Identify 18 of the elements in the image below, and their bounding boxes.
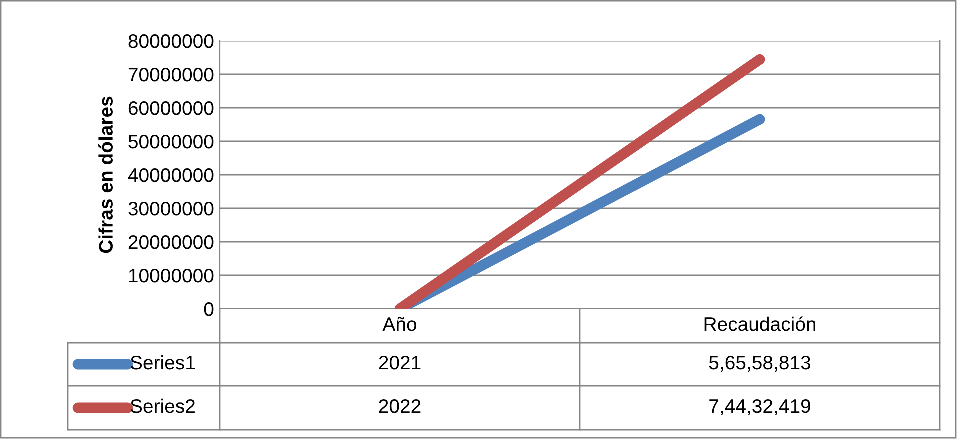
y-tick-label: 50000000 bbox=[128, 134, 214, 149]
y-axis-title: Cifras en dólares bbox=[98, 96, 113, 254]
data-label: 2022 bbox=[379, 399, 421, 414]
y-tick-label: 10000000 bbox=[129, 268, 214, 283]
y-tick-label: 80000000 bbox=[128, 34, 214, 48]
y-tick-label: 30000000 bbox=[128, 202, 214, 216]
y-tick-label: 20000000 bbox=[128, 235, 214, 250]
y-tick-label: 70000000 bbox=[128, 68, 214, 82]
x-tick-label: Recaudación bbox=[704, 316, 816, 332]
y-tick-label: 60000000 bbox=[128, 101, 214, 116]
data-label: 7,44,32,419 bbox=[710, 399, 810, 416]
legend-label: Series2 bbox=[130, 398, 195, 414]
y-tick-label: 40000000 bbox=[128, 168, 214, 182]
data-label: 5,65,58,813 bbox=[709, 356, 811, 372]
y-tick-label: 0 bbox=[204, 302, 214, 316]
legend-label: Series1 bbox=[130, 355, 195, 370]
x-tick-label: Año bbox=[382, 317, 416, 332]
data-label: 2021 bbox=[379, 356, 421, 370]
